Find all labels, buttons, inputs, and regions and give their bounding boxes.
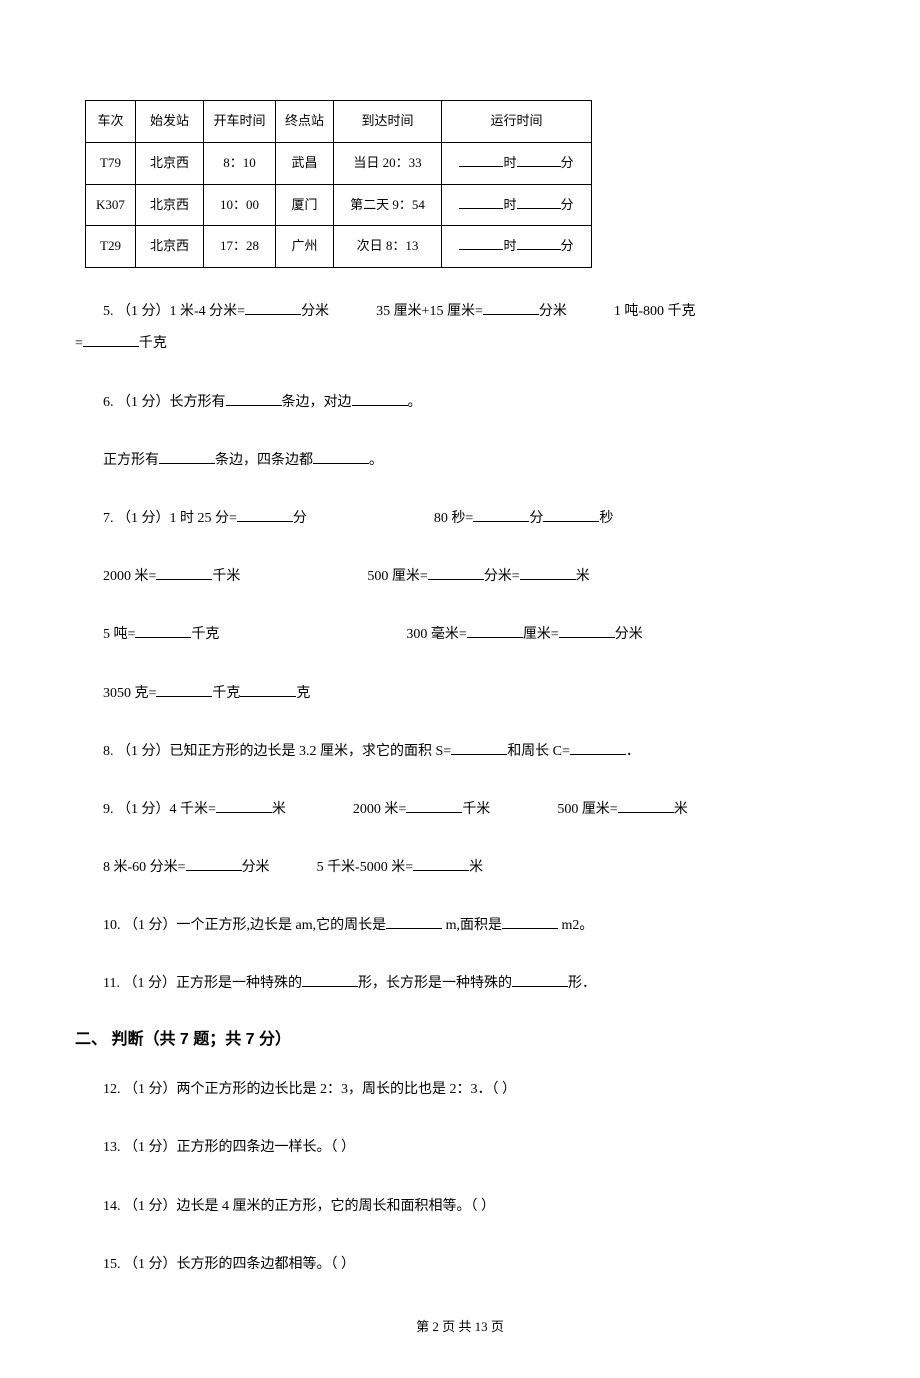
cell-train: K307 <box>86 184 136 226</box>
table-row: T79 北京西 8：10 武昌 当日 20：33 时分 <box>86 142 592 184</box>
th-from: 始发站 <box>136 101 204 143</box>
cell-runtime: 时分 <box>442 184 592 226</box>
cell-arrive: 当日 20：33 <box>334 142 442 184</box>
question-9-line2: 8 米-60 分米=分米 5 千米-5000 米=米 <box>75 852 845 884</box>
cell-depart: 17：28 <box>204 226 276 268</box>
question-15: 15. （1 分）长方形的四条边都相等。（ ） <box>75 1249 845 1281</box>
question-5: 5. （1 分）1 米-4 分米=分米 35 厘米+15 厘米=分米 1 吨-8… <box>75 296 845 360</box>
cell-depart: 8：10 <box>204 142 276 184</box>
question-7-line2: 2000 米=千米 500 厘米=分米=米 <box>75 561 845 593</box>
question-7-line1: 7. （1 分）1 时 25 分=分 80 秒=分秒 <box>75 503 845 535</box>
cell-from: 北京西 <box>136 142 204 184</box>
cell-runtime: 时分 <box>442 142 592 184</box>
table-row: K307 北京西 10：00 厦门 第二天 9：54 时分 <box>86 184 592 226</box>
table-row: T29 北京西 17：28 广州 次日 8：13 时分 <box>86 226 592 268</box>
cell-from: 北京西 <box>136 184 204 226</box>
cell-train: T29 <box>86 226 136 268</box>
question-7-line3: 5 吨=千克 300 毫米=厘米=分米 <box>75 619 845 651</box>
question-8: 8. （1 分）已知正方形的边长是 3.2 厘米，求它的面积 S=和周长 C=． <box>75 736 845 768</box>
question-6-sub: 正方形有条边，四条边都。 <box>75 445 845 477</box>
cell-train: T79 <box>86 142 136 184</box>
section-2-heading: 二、 判断（共 7 题；共 7 分） <box>75 1027 845 1053</box>
th-arrive: 到达时间 <box>334 101 442 143</box>
cell-arrive: 第二天 9：54 <box>334 184 442 226</box>
question-14: 14. （1 分）边长是 4 厘米的正方形，它的周长和面积相等。（ ） <box>75 1191 845 1223</box>
question-10: 10. （1 分）一个正方形,边长是 am,它的周长是 m,面积是 m2。 <box>75 910 845 942</box>
question-9-line1: 9. （1 分）4 千米=米 2000 米=千米 500 厘米=米 <box>75 794 845 826</box>
question-6: 6. （1 分）长方形有条边，对边。 <box>75 387 845 419</box>
cell-from: 北京西 <box>136 226 204 268</box>
cell-to: 厦门 <box>276 184 334 226</box>
cell-arrive: 次日 8：13 <box>334 226 442 268</box>
cell-to: 武昌 <box>276 142 334 184</box>
train-table: 车次 始发站 开车时间 终点站 到达时间 运行时间 T79 北京西 8：10 武… <box>85 100 592 268</box>
question-13: 13. （1 分）正方形的四条边一样长。（ ） <box>75 1132 845 1164</box>
th-depart: 开车时间 <box>204 101 276 143</box>
cell-runtime: 时分 <box>442 226 592 268</box>
cell-to: 广州 <box>276 226 334 268</box>
cell-depart: 10：00 <box>204 184 276 226</box>
th-train: 车次 <box>86 101 136 143</box>
page-footer: 第 2 页 共 13 页 <box>75 1317 845 1338</box>
question-12: 12. （1 分）两个正方形的边长比是 2：3，周长的比也是 2：3．（ ） <box>75 1074 845 1106</box>
th-runtime: 运行时间 <box>442 101 592 143</box>
th-to: 终点站 <box>276 101 334 143</box>
question-7-line4: 3050 克=千克克 <box>75 678 845 710</box>
question-11: 11. （1 分）正方形是一种特殊的形，长方形是一种特殊的形． <box>75 968 845 1000</box>
